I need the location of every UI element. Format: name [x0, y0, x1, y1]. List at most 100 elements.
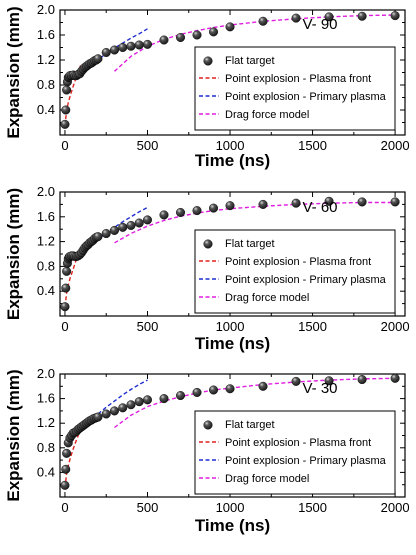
plot-area [60, 374, 400, 490]
data-point [291, 13, 301, 23]
data-point [225, 22, 235, 32]
data-point [159, 35, 169, 45]
legend-label: Point explosion - Plasma front [225, 437, 371, 449]
legend-label: Point explosion - Primary plasma [225, 91, 387, 103]
x-tick-label: 500 [137, 138, 159, 153]
data-point [209, 203, 219, 213]
data-point [101, 229, 111, 239]
x-tick-label: 1000 [216, 500, 245, 515]
data-point [126, 400, 136, 410]
data-point [390, 197, 400, 207]
data-point [225, 201, 235, 211]
x-tick-label: 500 [137, 319, 159, 334]
y-tick-label: 0.8 [37, 77, 55, 92]
data-point [390, 11, 400, 21]
data-point [225, 384, 235, 394]
x-tick-label: 500 [137, 500, 159, 515]
x-axis-label: Time (ns) [195, 334, 270, 353]
data-point [324, 196, 334, 206]
legend-label: Point explosion - Plasma front [225, 256, 371, 268]
data-point [60, 302, 70, 312]
y-axis-label: Expansion (mm) [4, 6, 23, 138]
y-tick-label: 2.0 [37, 184, 55, 199]
data-point [159, 210, 169, 220]
data-point [61, 283, 71, 293]
y-tick-label: 2.0 [37, 2, 55, 17]
data-point [109, 225, 119, 235]
x-tick-label: 1000 [216, 138, 245, 153]
x-axis-label: Time (ns) [195, 516, 270, 535]
y-axis-label: Expansion (mm) [4, 369, 23, 501]
data-point [109, 406, 119, 416]
legend-label: Point explosion - Primary plasma [225, 274, 387, 286]
data-point [142, 215, 152, 225]
data-point [101, 48, 111, 58]
data-point [62, 85, 72, 95]
data-point [192, 30, 202, 40]
data-point [61, 464, 71, 474]
data-point [258, 381, 268, 391]
data-point [324, 376, 334, 386]
data-point [258, 16, 268, 26]
data-point [61, 105, 71, 115]
data-point [291, 198, 301, 208]
data-point [60, 480, 70, 490]
y-tick-label: 1.2 [37, 52, 55, 67]
y-tick-label: 0.4 [37, 283, 55, 298]
x-tick-label: 1500 [298, 319, 327, 334]
legend-label: Point explosion - Primary plasma [225, 455, 387, 467]
data-point [357, 197, 367, 207]
data-point [93, 54, 103, 64]
legend-label: Point explosion - Plasma front [225, 73, 371, 85]
data-point [134, 40, 144, 50]
x-tick-label: 2000 [381, 138, 410, 153]
data-point [126, 41, 136, 51]
y-tick-label: 0.8 [37, 440, 55, 455]
plot-area [60, 11, 400, 129]
y-tick-label: 2.0 [37, 366, 55, 381]
legend: V- 30 Flat target Point explosion - Plasma… [194, 380, 396, 495]
panel-label: V- 90 [302, 16, 337, 33]
y-tick-label: 0.4 [37, 464, 55, 479]
data-point [62, 448, 72, 458]
data-point [118, 43, 128, 53]
data-point [324, 12, 334, 22]
data-point [109, 45, 119, 55]
data-point [126, 220, 136, 230]
y-tick-label: 1.2 [37, 234, 55, 249]
x-tick-label: 2000 [381, 319, 410, 334]
y-tick-label: 0.8 [37, 258, 55, 273]
data-point [209, 385, 219, 395]
legend-label: Flat target [225, 419, 275, 431]
y-tick-label: 0.4 [37, 102, 55, 117]
data-point [258, 199, 268, 209]
data-point [176, 33, 186, 43]
data-point [60, 119, 70, 129]
chart-panel-3: 0 500 1000 1500 2000 0.4 0.8 1.2 1.6 2.0 Time (ns)… [4, 366, 410, 535]
data-point [291, 376, 301, 386]
data-point [159, 394, 169, 404]
legend-label: Flat target [225, 55, 275, 67]
data-point [176, 391, 186, 401]
data-point [357, 375, 367, 385]
y-tick-label: 1.6 [37, 27, 55, 42]
data-point [209, 27, 219, 37]
plot-area [60, 196, 400, 312]
data-point [192, 387, 202, 397]
data-point [357, 11, 367, 21]
data-point [134, 218, 144, 228]
chart-panel-1: 0 500 1000 1500 2000 0.4 0.8 1.2 1.6 2.0 Time (ns)… [4, 2, 410, 170]
legend-marker [203, 56, 213, 66]
x-axis-label: Time (ns) [195, 151, 270, 170]
data-point [62, 266, 72, 276]
legend-label: Drag force model [225, 292, 309, 304]
x-tick-label: 2000 [381, 500, 410, 515]
data-point [93, 232, 103, 242]
x-tick-label: 1500 [298, 138, 327, 153]
y-tick-label: 1.6 [37, 391, 55, 406]
legend: V- 90 Flat target Point explosion - Plasma… [194, 16, 396, 131]
panel-label: V- 30 [302, 380, 337, 397]
chart-panel-2: 0 500 1000 1500 2000 0.4 0.8 1.2 1.6 2.0 Time (ns)… [4, 184, 410, 353]
